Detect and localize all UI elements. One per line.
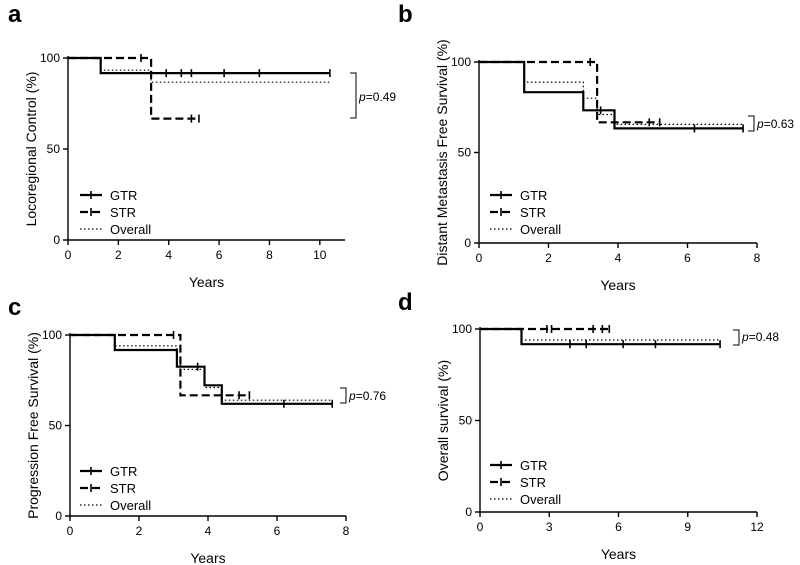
x-tick-label: 4 [615,251,622,265]
x-tick-label: 12 [750,520,764,534]
x-axis-title: Years [189,274,224,290]
legend-label: STR [110,205,136,220]
y-axis-title: Overall survival (%) [435,360,451,481]
x-tick-label: 9 [684,520,691,534]
x-tick-label: 6 [684,251,691,265]
panel-b: b 0 2 4 6 8 0 50 100 Years Distant Metastasis Free… [398,1,794,293]
series-line-gtr [68,56,330,75]
y-tick-label: 100 [451,55,471,69]
series-line-gtr [480,327,721,346]
x-axis-title: Years [190,550,225,565]
legend-label: Overall [520,492,561,507]
y-tick-label: 0 [464,236,471,250]
panel-d: d 0 3 6 9 12 0 50 100 Years Overall survival (%) GT… [398,289,779,562]
y-tick-label: 100 [40,51,60,65]
y-axis-title: Locoregional Control (%) [23,72,39,227]
y-tick-label: 100 [452,322,472,336]
panel-letter: b [398,1,413,28]
legend-label: STR [110,481,136,496]
y-tick-label: 0 [465,505,472,519]
x-tick-label: 10 [313,248,327,262]
x-tick-label: 6 [216,248,223,262]
y-tick-label: 50 [47,142,61,156]
x-tick-label: 0 [476,251,483,265]
p-value-bracket [733,329,740,346]
series-line-str [70,333,250,397]
legend-label: STR [520,205,546,220]
y-tick-label: 0 [55,509,62,523]
panel-letter: d [398,289,413,316]
legend-label: Overall [520,222,561,237]
y-tick-label: 50 [458,146,472,160]
x-tick-label: 4 [205,524,212,538]
x-tick-label: 8 [754,251,761,265]
p-value-label: p=0.48 [741,330,779,344]
x-tick-label: 8 [343,524,350,538]
panel-letter: c [8,294,21,321]
series-line-overall [480,328,721,341]
x-tick-label: 6 [615,520,622,534]
y-axis-title: Distant Metastasis Free Survival (%) [434,39,450,265]
x-tick-label: 8 [266,248,273,262]
y-axis-title: Progression Free Survival (%) [25,332,41,519]
x-tick-label: 0 [477,520,484,534]
series-line-gtr [479,60,744,130]
legend-label: GTR [110,464,137,479]
legend-label: GTR [110,188,137,203]
p-value-bracket [340,387,347,404]
series-line-str [479,60,660,124]
legend-label: GTR [520,188,547,203]
x-axis-title: Years [601,546,636,562]
series-line-overall [68,57,330,83]
x-tick-label: 3 [546,520,553,534]
x-axis-title: Years [600,277,635,293]
p-value-label: p=0.76 [348,389,386,403]
y-tick-label: 100 [42,328,62,342]
x-tick-label: 2 [545,251,552,265]
legend-label: Overall [110,222,151,237]
legend-label: GTR [520,458,547,473]
x-tick-label: 6 [274,524,281,538]
x-tick-label: 2 [136,524,143,538]
series-line-overall [479,61,744,125]
p-value-label: p=0.63 [756,117,794,131]
y-tick-label: 0 [53,233,60,247]
panel-letter: a [8,1,22,28]
x-tick-label: 0 [65,248,72,262]
series-line-str [68,56,199,120]
x-tick-label: 2 [115,248,122,262]
legend-label: Overall [110,498,151,513]
p-value-bracket [748,115,755,132]
y-tick-label: 50 [49,419,63,433]
y-tick-label: 50 [459,414,473,428]
panel-c: c 0 2 4 6 8 0 50 100 Years Progression Free Surviv… [8,294,386,565]
x-tick-label: 4 [165,248,172,262]
p-value-bracket [350,72,357,119]
legend-label: STR [520,475,546,490]
p-value-label: p=0.49 [358,90,396,104]
x-tick-label: 0 [67,524,74,538]
